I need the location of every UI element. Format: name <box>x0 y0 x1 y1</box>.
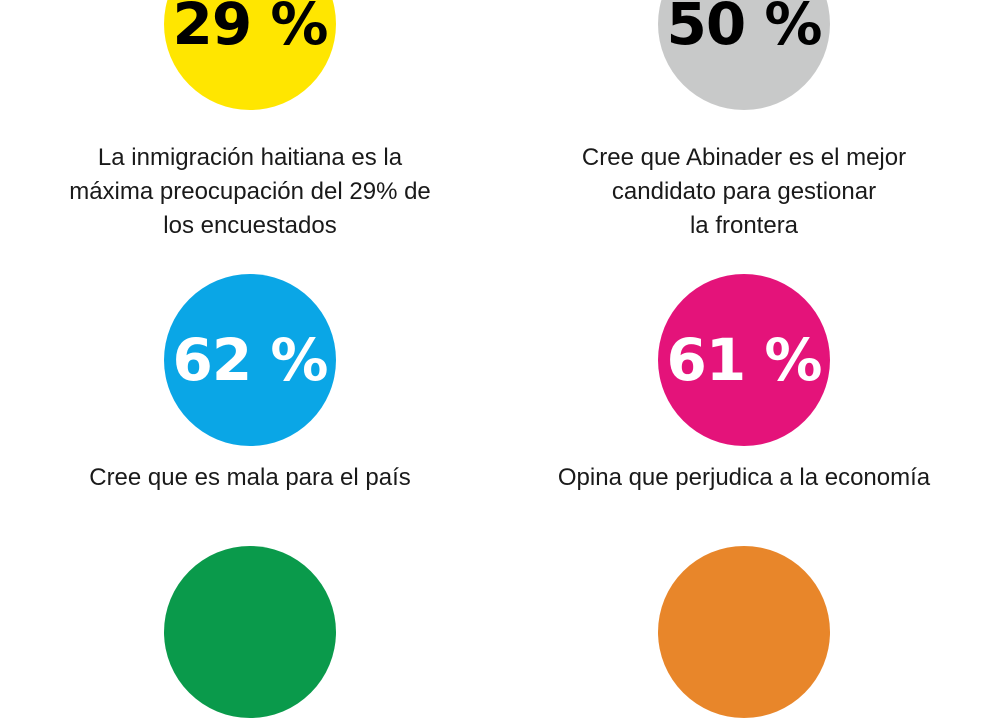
stat-partial-green <box>40 0 460 718</box>
stat-bad-for-country: 62 % Cree que es mala para el país <box>40 0 460 491</box>
percentage-circle-magenta: 61 % <box>658 274 830 446</box>
percentage-circle-green <box>164 546 336 718</box>
stat-immigration-concern: 29 % La inmigración haitiana es la máxim… <box>40 0 460 360</box>
stat-abinader-border: 50 % Cree que Abinader es el mejor candi… <box>534 0 954 360</box>
percentage-value: 50 % <box>666 0 822 58</box>
percentage-value: 29 % <box>172 0 328 58</box>
stat-caption: Cree que es mala para el país <box>40 461 460 495</box>
caption-line: los encuestados <box>163 212 337 239</box>
caption-line: candidato para gestionar <box>611 178 877 205</box>
stat-partial-orange <box>534 0 954 718</box>
percentage-circle-blue: 62 % <box>164 274 336 446</box>
caption-line: la frontera <box>689 212 799 239</box>
caption-line: máxima preocupación del 29% de <box>69 178 431 205</box>
caption-line: Cree que Abinader es el mejor <box>581 144 907 171</box>
percentage-value: 61 % <box>666 326 822 394</box>
stat-caption: Opina que perjudica a la economía <box>534 461 954 495</box>
caption-line: Opina que perjudica a la economía <box>557 464 931 491</box>
stat-caption: Cree que Abinader es el mejor candidato … <box>534 141 954 243</box>
caption-line: Cree que es mala para el país <box>89 464 411 491</box>
percentage-value: 62 % <box>172 326 328 394</box>
percentage-circle-orange <box>658 546 830 718</box>
caption-line: La inmigración haitiana es la <box>97 144 403 171</box>
stat-caption: La inmigración haitiana es la máxima pre… <box>40 141 460 243</box>
stat-hurts-economy: 61 % Opina que perjudica a la economía <box>534 0 954 491</box>
